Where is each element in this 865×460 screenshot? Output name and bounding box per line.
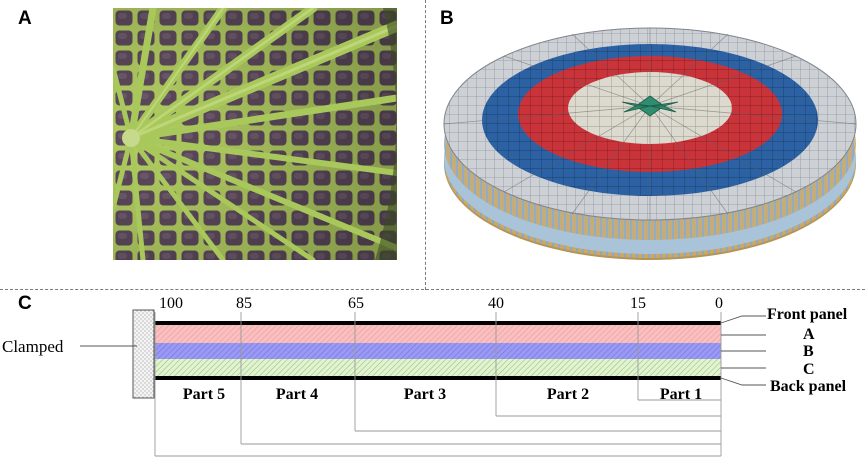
back-panel-bar [155,376,721,380]
layer-c-label: C [803,361,815,378]
layer-a-label: A [803,326,815,343]
position-label-0: 0 [715,295,723,312]
divider-vertical [425,0,426,290]
part-label-3: Part 3 [404,386,446,403]
layer-a [155,325,721,343]
position-label-65: 65 [348,295,364,312]
part-label-2: Part 2 [547,386,589,403]
divider-horizontal [0,289,865,290]
panel-label-c: C [18,293,32,314]
front-panel-bar [155,321,721,325]
part-label-1: Part 1 [660,386,702,403]
leaf-photo [113,8,397,260]
part-label-5: Part 5 [183,386,225,403]
panel-label-a: A [18,8,32,29]
layer-b-label: B [803,343,814,360]
position-label-40: 40 [488,295,504,312]
clamped-label: Clamped [2,337,64,356]
clamp-block [132,309,155,399]
part-label-4: Part 4 [276,386,318,403]
position-label-85: 85 [236,295,252,312]
position-label-100: 100 [159,295,183,312]
ring-structure-3d [443,27,857,260]
back-panel-label: Back panel [770,378,847,395]
layer-b [155,343,721,359]
layer-c [155,359,721,377]
beam-diagram: Clamped 100 85 65 40 15 0 Part 5 Part 4 … [2,295,848,457]
position-label-15: 15 [630,295,646,312]
panel-label-b: B [440,8,454,29]
front-panel-label: Front panel [767,306,848,323]
position-markers [154,312,722,457]
